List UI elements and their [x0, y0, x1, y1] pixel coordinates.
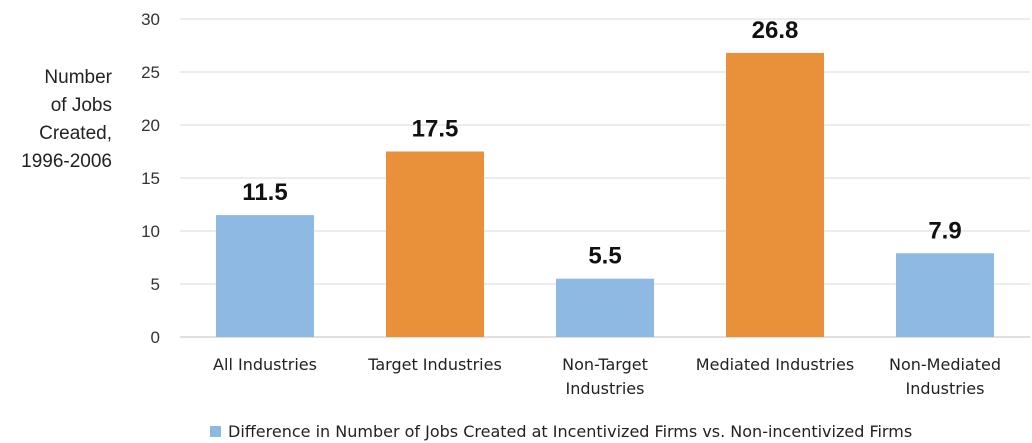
- data-label: 7.9: [928, 217, 961, 244]
- y-tick-label: 25: [141, 63, 160, 82]
- bar: [726, 52, 824, 338]
- bars: [216, 52, 994, 338]
- bar: [386, 151, 484, 337]
- legend-label: Difference in Number of Jobs Created at …: [228, 422, 912, 441]
- data-label: 26.8: [752, 17, 799, 44]
- bar: [556, 278, 654, 337]
- y-tick-label: 30: [141, 10, 160, 29]
- category-label: All Industries: [213, 355, 317, 374]
- y-axis-label: Number of Jobs Created, 1996-2006: [21, 67, 113, 172]
- data-label: 17.5: [412, 116, 459, 143]
- data-label: 11.5: [242, 179, 287, 206]
- y-tick-label: 15: [141, 169, 160, 188]
- y-axis-label-line: Created,: [39, 123, 112, 144]
- y-tick-label: 0: [151, 328, 160, 347]
- y-axis-label-line: of Jobs: [51, 95, 112, 116]
- category-label: Target Industries: [367, 355, 502, 374]
- y-axis-label-line: 1996-2006: [21, 151, 112, 172]
- y-axis-label-line: Number: [44, 67, 112, 88]
- y-tick-label: 5: [151, 275, 160, 294]
- category-label: Non-Target: [562, 355, 648, 374]
- data-labels: 11.5 17.5 5.5 26.8 7.9: [242, 17, 961, 270]
- gridlines: [180, 18, 1030, 338]
- y-tick-label: 10: [141, 222, 160, 241]
- category-label: Industries: [566, 379, 645, 398]
- y-tick-label: 20: [141, 116, 160, 135]
- category-label: Industries: [906, 379, 985, 398]
- category-labels: All Industries Target Industries Non-Targe…: [213, 355, 1001, 398]
- bar: [896, 253, 994, 337]
- y-tick-labels: 0 5 10 15 20 25 30: [141, 10, 160, 347]
- category-label: Non-Mediated: [889, 355, 1001, 374]
- bar: [216, 215, 314, 337]
- data-label: 5.5: [588, 243, 621, 270]
- category-label: Mediated Industries: [696, 355, 854, 374]
- legend-swatch: [210, 426, 221, 437]
- legend: Difference in Number of Jobs Created at …: [210, 422, 912, 441]
